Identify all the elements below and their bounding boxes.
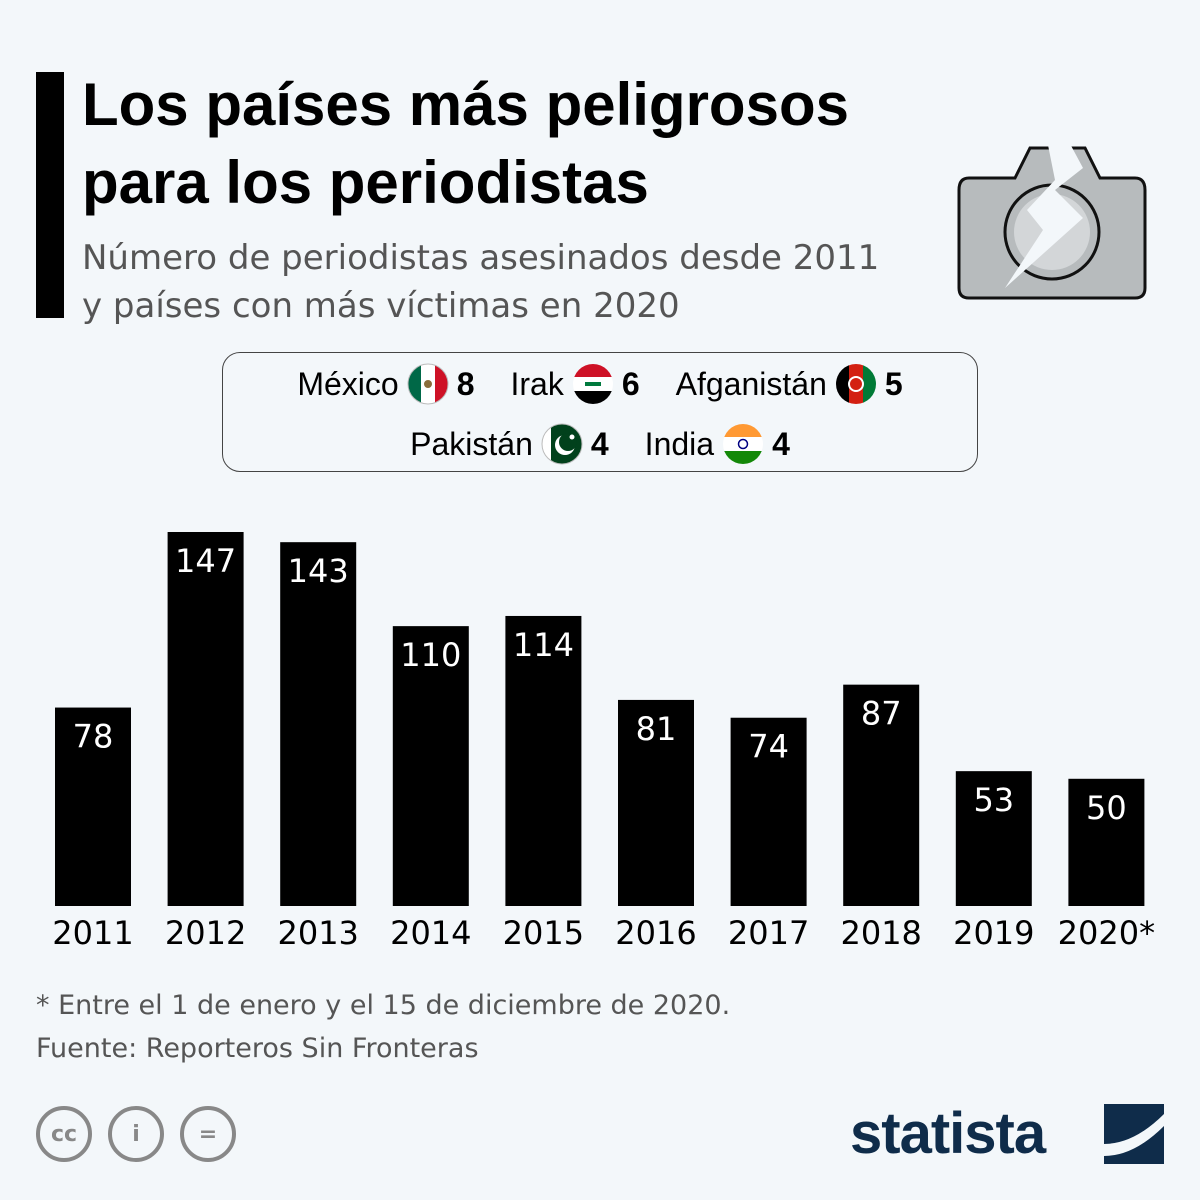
- country-value: 4: [590, 425, 609, 462]
- country-legend: México 8 Irak 6 Afganistán 5 Pakistán 4 …: [222, 352, 978, 472]
- bar-2018: [843, 684, 920, 906]
- legend-row: México 8 Irak 6 Afganistán 5: [223, 363, 977, 405]
- country-value: 6: [621, 365, 640, 402]
- country-value: 4: [772, 425, 790, 462]
- bar-value-label: 78: [73, 718, 114, 756]
- legend-item-pakistan: Pakistán 4: [410, 423, 609, 465]
- x-tick-label: 2012: [165, 914, 246, 952]
- cc-label: cc: [50, 1121, 78, 1147]
- country-name: Pakistán: [410, 425, 533, 462]
- legend-item-mexico: México 8: [297, 363, 475, 405]
- bar-2013: [280, 542, 357, 906]
- legend-item-iraq: Irak 6: [511, 363, 640, 405]
- country-name: México: [297, 365, 399, 402]
- nd-icon[interactable]: =: [180, 1106, 236, 1162]
- bar-value-label: 50: [1086, 789, 1127, 827]
- mexico-flag-icon: [407, 363, 449, 405]
- page-title: Los países más peligrosos para los perio…: [82, 71, 849, 216]
- legend-item-india: India 4: [645, 423, 790, 465]
- country-name: Afganistán: [675, 365, 827, 402]
- country-name: India: [644, 425, 715, 462]
- subtitle: Número de periodistas asesinados desde 2…: [82, 238, 880, 326]
- legend-row: Pakistán 4 India 4: [223, 423, 977, 465]
- bar-2011: [55, 707, 131, 906]
- statista-logo[interactable]: statista: [850, 1100, 1046, 1167]
- brand-name: statista: [850, 1101, 1046, 1166]
- legend-item-afghanistan: Afganistán 5: [676, 363, 903, 405]
- bar-value-label: 147: [175, 542, 236, 580]
- bar-value-label: 81: [636, 710, 677, 748]
- country-name: Irak: [510, 365, 564, 402]
- iraq-flag-icon: [572, 364, 613, 404]
- bar-value-label: 143: [288, 552, 349, 590]
- bar-value-label: 114: [513, 626, 574, 664]
- x-tick-label: 2014: [390, 914, 471, 952]
- bar-2017: [730, 717, 807, 906]
- x-tick-label: 2019: [953, 914, 1034, 952]
- bar-2012: [167, 532, 244, 906]
- x-tick-label: 2011: [52, 914, 133, 952]
- by-label: i: [132, 1121, 140, 1147]
- footnote: * Entre el 1 de enero y el 15 de diciemb…: [36, 990, 731, 1021]
- x-tick-label: 2017: [728, 914, 809, 952]
- bar-value-label: 110: [400, 636, 461, 674]
- by-icon[interactable]: i: [108, 1106, 164, 1162]
- title-accent-bar: [36, 72, 64, 318]
- x-tick-label: 2020*: [1058, 914, 1155, 952]
- bar-chart: 78 2011 147 2012 143 2013 110 2014 114 2015 81 2016…: [52, 532, 1155, 952]
- header: Los países más peligrosos para los perio…: [82, 66, 962, 330]
- afghanistan-flag-icon: [835, 364, 876, 404]
- bar-2015: [505, 615, 582, 906]
- india-flag-icon: [723, 424, 764, 464]
- statista-logo-icon: [1104, 1104, 1164, 1164]
- nd-label: =: [198, 1121, 218, 1147]
- pakistan-flag-icon: [541, 423, 583, 465]
- bar-2019: [955, 771, 1032, 906]
- broken-camera-icon: [957, 140, 1147, 300]
- country-value: 8: [456, 365, 475, 402]
- cc-icon[interactable]: cc: [36, 1106, 92, 1162]
- x-tick-label: 2018: [840, 914, 921, 952]
- bar-2020*: [1068, 778, 1145, 906]
- bar-value-label: 74: [748, 728, 789, 766]
- x-tick-label: 2013: [277, 914, 358, 952]
- country-value: 5: [884, 365, 903, 402]
- bar-value-label: 53: [973, 781, 1014, 819]
- x-tick-label: 2015: [503, 914, 584, 952]
- source: Fuente: Reporteros Sin Fronteras: [36, 1033, 479, 1064]
- bar-value-label: 87: [861, 695, 902, 733]
- x-tick-label: 2016: [615, 914, 696, 952]
- bar-2016: [618, 699, 694, 906]
- bar-2014: [392, 626, 469, 906]
